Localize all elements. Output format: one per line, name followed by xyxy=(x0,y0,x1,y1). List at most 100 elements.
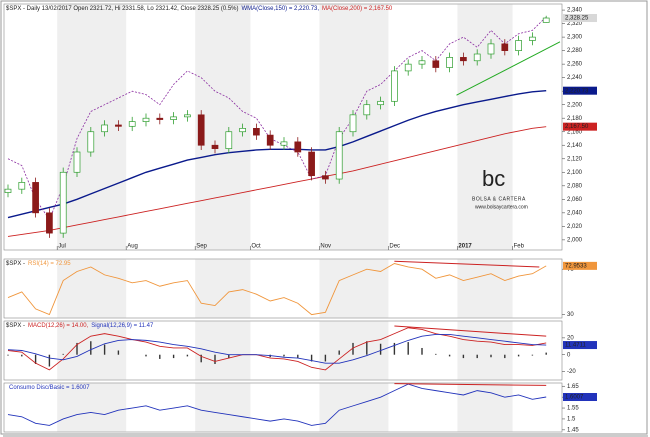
series-line xyxy=(7,383,547,426)
watermark-logo: bc xyxy=(482,166,505,191)
series-line xyxy=(7,327,547,371)
candle-body xyxy=(87,131,95,153)
legend-entry: MA(Close,200) = 2,167.50 xyxy=(322,6,393,12)
panel-header: $SPX - Daily 13/02/2017 Open 2321.72, Hi… xyxy=(6,6,393,12)
series-line xyxy=(7,334,547,364)
last-value-label: 11.4711 xyxy=(565,343,586,349)
candle-body xyxy=(115,124,122,127)
month-band xyxy=(57,4,127,250)
candle-body xyxy=(432,60,440,68)
candle-body xyxy=(266,134,274,146)
month-band xyxy=(57,321,127,380)
last-value-label: 2,220.73 xyxy=(565,88,589,94)
y-tick-label: 2,100 xyxy=(567,170,583,176)
x-tick-label: Oct xyxy=(251,244,261,250)
candle-body xyxy=(404,63,412,72)
trendline xyxy=(456,41,561,96)
y-tick-label: 2,240 xyxy=(567,75,583,81)
month-band xyxy=(195,383,251,432)
month-band xyxy=(457,383,513,432)
last-value-box xyxy=(563,122,597,131)
candle-body xyxy=(542,17,550,23)
last-value-box xyxy=(563,14,597,23)
y-tick-label: -20 xyxy=(567,369,576,375)
candle-body xyxy=(322,175,329,180)
month-band xyxy=(457,259,513,318)
series-line xyxy=(7,263,547,316)
month-band xyxy=(57,383,127,432)
month-band xyxy=(457,321,513,380)
x-tick-label: Nov xyxy=(320,244,331,250)
candle-body xyxy=(101,124,108,133)
month-band xyxy=(319,383,389,432)
candle-body xyxy=(225,131,233,149)
y-tick-label: 20 xyxy=(567,335,574,341)
candle-body xyxy=(280,141,288,146)
trendline xyxy=(394,325,547,337)
shadow xyxy=(3,435,648,437)
candle-body xyxy=(487,43,495,55)
candle-body xyxy=(156,117,164,120)
month-band xyxy=(457,4,513,250)
y-tick-label: 2,140 xyxy=(567,143,583,149)
last-value-label: 2,167.50 xyxy=(565,124,589,130)
candle-body xyxy=(391,70,398,102)
candle-body xyxy=(377,100,384,106)
last-value-label: 2,328.25 xyxy=(565,16,589,22)
legend-entry: MACD(12,26) = 14.00, xyxy=(28,323,89,329)
trendline xyxy=(394,383,547,386)
candle-body xyxy=(73,151,81,173)
last-value-box xyxy=(563,393,597,402)
y-tick-label: 2,000 xyxy=(567,237,583,243)
y-tick-label: 2,160 xyxy=(567,129,583,135)
candle-body xyxy=(46,212,53,234)
series-line xyxy=(7,89,547,219)
overlay-line xyxy=(7,16,547,221)
candle-body xyxy=(128,121,136,127)
trendline xyxy=(394,260,540,268)
legend-entry: Signal(12,26,9) = 11.47 xyxy=(91,323,154,329)
candle-body xyxy=(211,144,219,149)
month-band xyxy=(319,259,389,318)
candle-body xyxy=(529,36,536,41)
month-band xyxy=(319,321,389,380)
last-value-label: 72.9533 xyxy=(565,263,587,269)
watermark-name: BOLSA & CARTERA xyxy=(472,196,526,202)
panel-header: $SPX - MACD(12,26) = 14.00, Signal(12,26,9… xyxy=(6,323,154,329)
legend-entry: WMA(Close,150) = 2,220.73, xyxy=(242,6,320,12)
y-tick-label: 2,340 xyxy=(567,8,583,14)
candle-body xyxy=(363,104,371,116)
y-tick-label: 2,060 xyxy=(567,197,583,203)
series-line xyxy=(7,126,547,237)
candle-body xyxy=(4,188,12,193)
y-tick-label: 2,040 xyxy=(567,210,583,216)
candle-body xyxy=(446,57,453,68)
header-title: $SPX - Daily 13/02/2017 Open 2321.72, Hi… xyxy=(6,6,239,12)
candle-body xyxy=(501,43,509,51)
x-tick-label: 2017 xyxy=(458,244,472,250)
y-tick-label: 30 xyxy=(567,312,574,318)
y-tick-label: 2,020 xyxy=(567,224,583,230)
y-tick-label: 2,320 xyxy=(567,21,583,27)
last-value-label: 1.6007 xyxy=(565,395,584,401)
x-tick-label: Feb xyxy=(514,244,525,250)
candle-body xyxy=(335,131,343,180)
x-tick-label: Jul xyxy=(58,244,66,250)
candle-body xyxy=(239,128,246,133)
header-title: $SPX - xyxy=(6,323,25,329)
candle-body xyxy=(184,114,191,118)
y-tick-label: 2,080 xyxy=(567,183,583,189)
candle-body xyxy=(59,171,67,234)
legend-entry: RSI(14) = 72.95 xyxy=(28,261,71,267)
candle-body xyxy=(460,57,467,62)
y-tick-label: 2,120 xyxy=(567,156,583,162)
candle-body xyxy=(308,151,315,177)
month-band xyxy=(195,259,251,318)
y-tick-label: 1.45 xyxy=(567,427,579,433)
month-band xyxy=(57,259,127,318)
panel-header: Consumo Disc/Basic = 1.6007 xyxy=(9,385,90,391)
candle-body xyxy=(294,141,302,153)
candle-body xyxy=(473,53,481,62)
x-tick-label: Dec xyxy=(389,244,400,250)
